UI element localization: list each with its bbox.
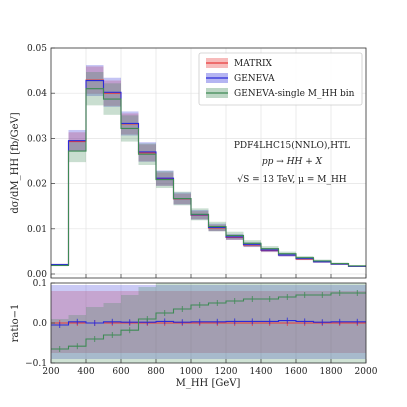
annotation-block: PDF4LHC15(NNLO),HTL pp → HH + X √S = 13 … — [234, 140, 350, 185]
ratio-y-ticks: −0.1 0.0 0.1 — [25, 279, 55, 369]
x-tick-label: 400 — [77, 367, 94, 377]
legend-label: GENEVA — [234, 74, 275, 84]
y-tick-label: 0.0 — [33, 319, 48, 329]
legend-label: GENEVA-single M_HH bin — [234, 89, 355, 99]
y-tick-label: 0.1 — [33, 279, 47, 289]
ratio-y-axis-label: ratio−1 — [10, 304, 21, 343]
ratio-band — [68, 315, 86, 363]
ratio-band — [51, 319, 69, 363]
x-tick-label: 1400 — [250, 367, 273, 377]
ratio-line — [51, 320, 366, 326]
main-y-ticks: 0.00 0.01 0.02 0.03 0.04 0.05 — [27, 44, 55, 280]
y-tick-label: 0.03 — [27, 134, 47, 144]
y-tick-label: −0.1 — [25, 359, 47, 369]
y-tick-label: 0.01 — [27, 225, 47, 235]
legend: MATRIX GENEVA GENEVA-single M_HH bin — [198, 52, 363, 106]
x-tick-label: 800 — [147, 367, 164, 377]
main-lines — [51, 79, 366, 267]
x-tick-label: 2000 — [355, 367, 378, 377]
main-y-axis-label: dσ/dM_HH [fb/GeV] — [10, 112, 21, 213]
x-tick-label: 600 — [112, 367, 129, 377]
y-tick-label: 0.04 — [27, 89, 47, 99]
legend-box — [198, 52, 363, 106]
ratio-x-ticks: 200 400 600 800 1000 1200 1400 1600 1800 2000 — [42, 274, 378, 377]
y-tick-label: 0.02 — [27, 180, 47, 190]
series-line — [51, 79, 366, 267]
annotation-energy: √S = 13 TeV, μ = M_HH — [237, 174, 346, 185]
x-tick-label: 1000 — [180, 367, 203, 377]
x-axis-label: M_HH [GeV] — [176, 378, 241, 389]
x-tick-label: 1800 — [320, 367, 343, 377]
ratio-lines — [51, 290, 366, 352]
series-line — [51, 88, 366, 267]
ratio-band — [86, 307, 104, 363]
y-tick-label: 0.00 — [27, 270, 47, 280]
main-frame — [50, 47, 367, 279]
series-line — [51, 79, 366, 267]
x-tick-label: 1200 — [215, 367, 238, 377]
ratio-line — [51, 292, 366, 350]
annotation-pdf: PDF4LHC15(NNLO),HTL — [234, 140, 350, 151]
y-tick-label: 0.05 — [27, 44, 47, 54]
x-tick-label: 1600 — [285, 367, 308, 377]
annotation-process: pp → HH + X — [262, 157, 323, 167]
legend-label: MATRIX — [234, 59, 273, 69]
x-tick-label: 200 — [42, 367, 59, 377]
ratio-panel: −0.1 0.0 0.1 200 400 600 800 1000 1200 1400 1600 1… — [25, 274, 378, 377]
